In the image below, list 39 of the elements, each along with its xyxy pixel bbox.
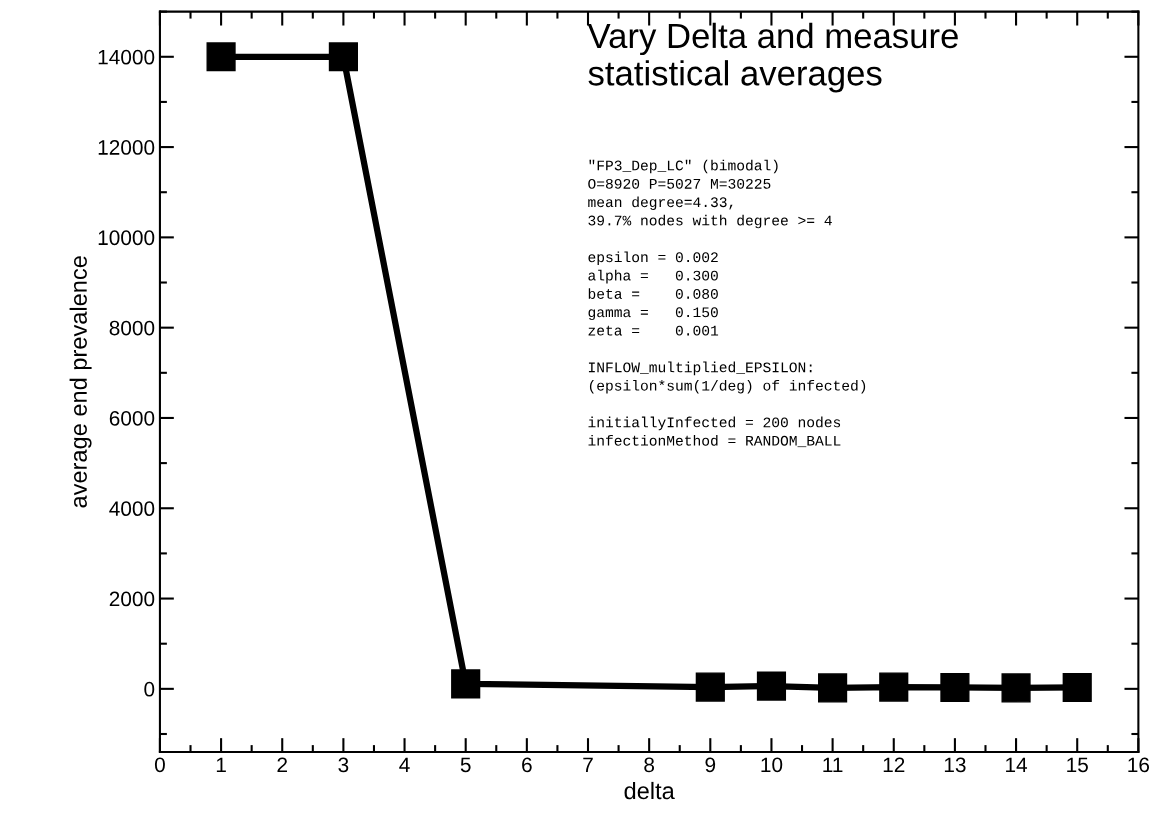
x-tick-label: 5 xyxy=(460,757,471,773)
point xyxy=(940,672,970,703)
point xyxy=(756,671,787,701)
y-tick-label: 0 xyxy=(144,681,155,697)
x-tick-label: 3 xyxy=(338,757,349,773)
x-tick-label: 14 xyxy=(1006,757,1028,773)
point xyxy=(879,672,909,702)
x-tick-label: 12 xyxy=(883,757,905,773)
text: Vary Delta and measure statistical averages xyxy=(587,22,958,93)
x-tick-label: 9 xyxy=(705,757,716,773)
x-tick-label: 11 xyxy=(823,757,843,773)
point xyxy=(451,669,481,699)
x-tick-label: 16 xyxy=(1128,757,1150,773)
y-tick-label: 4000 xyxy=(109,501,155,517)
x-tick-label: 1 xyxy=(216,757,226,773)
x-axis-title: delta xyxy=(624,781,675,800)
x-tick-label: 0 xyxy=(154,757,165,773)
y-axis-title: average end prevalence xyxy=(69,256,92,508)
point xyxy=(1062,672,1092,703)
text: "FP3_Dep_LC" (bimodal) O=8920 P=5027 M=30225 mean degree=4.33, 39.7% nodes with degree >= 4 epsilon = 0.002 alpha = 0.300 beta = 0.080 gamma = 0.150 zeta = 0.001 INFLOW_multiplied_EPSILON: (epsilon*sum(1/deg) of infected) initiallyInfected = 200 nodes infectionMethod = RANDOM_BALL xyxy=(588,159,866,448)
x-tick-label: 13 xyxy=(944,757,966,773)
x-tick-label: 4 xyxy=(399,757,410,773)
y-tick-label: 10000 xyxy=(98,230,155,246)
y-tick-label: 8000 xyxy=(109,320,155,336)
y-tick-label: 2000 xyxy=(109,591,155,607)
x-tick-label: 6 xyxy=(522,757,532,773)
x-tick-label: 2 xyxy=(277,757,287,773)
y-tick-label: 6000 xyxy=(109,410,155,426)
point xyxy=(328,42,358,72)
x-tick-label: 7 xyxy=(583,757,593,773)
point xyxy=(818,673,848,703)
point xyxy=(206,42,236,72)
point xyxy=(1001,673,1031,703)
y-tick-label: 12000 xyxy=(98,140,155,155)
x-tick-label: 8 xyxy=(644,757,655,773)
y-tick-label: 14000 xyxy=(98,49,155,65)
point xyxy=(695,672,725,702)
x-tick-label: 15 xyxy=(1067,757,1088,773)
x-tick-label: 10 xyxy=(761,757,783,773)
